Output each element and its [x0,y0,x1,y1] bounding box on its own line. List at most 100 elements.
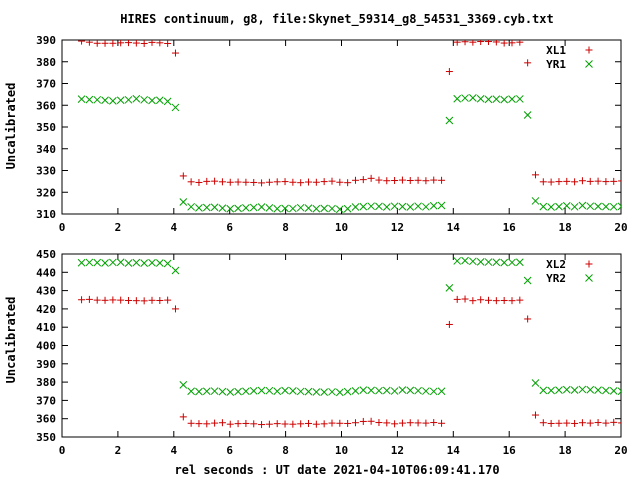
legend-label-yr2: YR2 [546,272,566,285]
data-point-xl1 [117,40,125,47]
x-tick-label: 10 [335,444,348,457]
data-point-yr2 [609,387,618,395]
data-point-yr1 [555,202,563,211]
data-point-yr2 [437,387,446,396]
data-point-xl2 [500,296,508,304]
data-point-xl2 [101,296,109,304]
y-tick-label: 330 [36,165,56,178]
data-point-yr1 [304,204,313,212]
x-tick-label: 20 [614,444,627,457]
y-tick-label: 390 [36,358,56,371]
plot-frame [61,39,622,215]
y-tick-label: 350 [36,121,56,134]
data-point-yr2 [351,387,360,395]
data-point-yr2 [359,386,368,395]
data-point-xl1 [438,176,446,184]
data-point-xl2 [140,297,148,305]
data-point-xl1 [265,178,273,186]
data-point-xl1 [351,176,359,184]
data-point-yr2 [398,386,407,394]
data-point-xl2 [344,419,352,427]
data-point-yr2 [265,386,274,395]
data-point-yr1 [124,95,133,104]
data-point-xl1 [226,178,234,186]
data-point-yr1 [77,95,86,104]
data-point-yr2 [132,258,141,267]
data-point-xl2 [430,419,438,427]
data-point-yr2 [85,258,94,267]
data-point-yr2 [515,258,524,267]
data-point-xl2 [218,419,226,427]
data-point-yr2 [140,259,149,268]
data-point-yr2 [414,386,422,395]
data-point-yr1 [570,202,579,211]
data-point-yr2 [281,386,289,395]
chart-title: HIRES continuum, g8, file:Skynet_59314_g… [120,12,553,27]
data-point-yr1 [515,95,524,103]
data-point-xl2 [555,419,563,427]
data-point-xl1 [164,40,172,47]
data-point-xl2 [187,419,195,427]
x-tick-label: 14 [447,444,461,457]
data-point-xl1 [171,49,179,57]
data-point-xl2 [117,296,125,304]
y-tick-label: 440 [36,266,56,279]
data-point-xl1 [524,59,532,67]
data-point-yr1 [273,204,282,213]
data-point-yr1 [367,202,375,211]
data-point-yr1 [187,202,195,211]
data-point-xl1 [391,177,399,185]
data-point-yr2 [249,387,258,395]
data-point-yr1 [578,201,587,210]
data-point-yr2 [500,258,509,267]
data-point-xl1 [375,176,383,184]
data-point-yr1 [359,202,368,211]
data-point-xl2 [305,419,313,427]
data-point-yr1 [414,202,422,211]
data-point-xl2 [406,419,414,427]
data-point-yr2 [547,386,555,395]
data-point-xl1 [485,40,493,46]
data-point-yr2 [234,387,242,396]
data-point-yr1 [617,202,621,211]
data-point-yr1 [500,95,509,104]
data-point-yr1 [85,95,94,104]
data-point-yr2 [93,258,102,267]
data-point-xl1 [328,177,336,185]
data-point-xl1 [516,40,524,46]
data-point-yr1 [406,203,415,211]
data-point-xl1 [422,177,430,185]
data-point-yr1 [375,202,383,211]
data-point-yr2 [187,387,195,396]
data-point-xl1 [406,177,414,185]
data-point-xl1 [297,179,305,187]
y-tick-label: 360 [36,99,56,112]
series-xl1 [78,40,621,187]
data-point-yr2 [484,258,493,266]
y-tick-label: 410 [36,321,56,334]
data-point-xl2 [258,421,266,429]
data-point-xl2 [78,296,86,304]
data-point-xl1 [531,171,539,179]
data-point-yr2 [453,257,462,265]
data-point-xl2 [391,420,399,428]
data-point-yr2 [382,386,391,395]
data-point-yr2 [617,387,621,396]
bottom-panel-y-axis-label: Uncalibrated [4,297,18,384]
data-point-yr2 [367,386,375,395]
data-point-xl1 [211,177,219,185]
data-point-xl1 [320,178,328,186]
data-point-yr2 [296,387,305,396]
x-tick-label: 8 [282,221,289,234]
x-tick-label: 0 [59,221,66,234]
data-point-xl2 [312,420,320,428]
data-point-yr2 [429,387,438,396]
data-point-yr2 [570,386,579,395]
legend-marker-xl2 [585,260,593,268]
legend-label-xl2: XL2 [546,258,566,271]
data-point-xl2 [156,296,164,304]
data-point-xl2 [273,420,281,428]
data-point-xl1 [179,172,187,180]
data-point-xl1 [359,176,367,184]
